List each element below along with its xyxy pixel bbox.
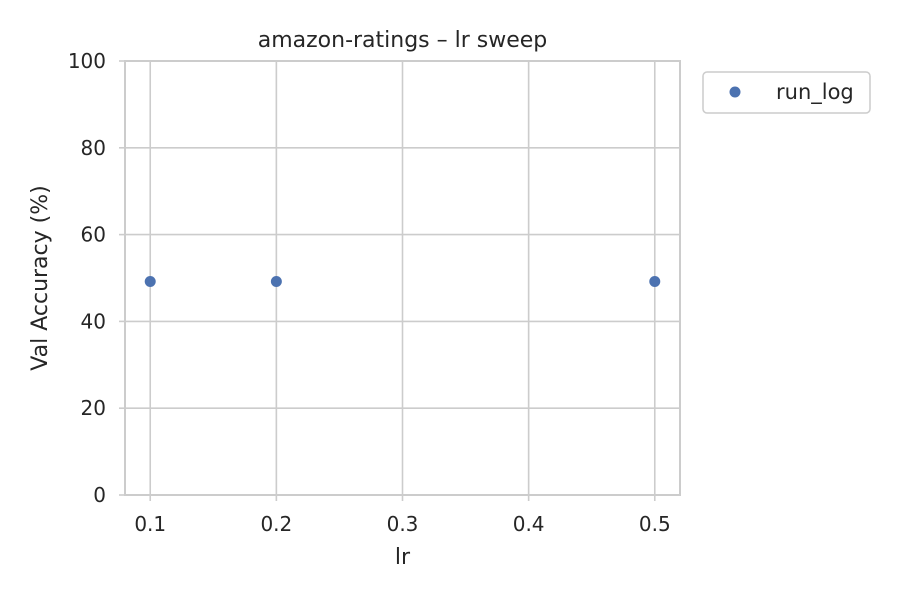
- legend-label-run-log: run_log: [776, 80, 854, 105]
- y-tick-label: 60: [81, 223, 106, 247]
- axis-ticks: [119, 60, 656, 501]
- x-axis-label: lr: [395, 545, 411, 570]
- x-tick-labels: 0.1 0.2 0.3 0.4 0.5: [134, 512, 670, 536]
- x-tick-label: 0.4: [513, 512, 545, 536]
- y-tick-label: 20: [81, 396, 106, 420]
- y-tick-labels: 0 20 40 60 80 100: [68, 49, 106, 507]
- x-tick-label: 0.2: [260, 512, 292, 536]
- y-tick-label: 0: [93, 483, 106, 507]
- data-point: [270, 275, 282, 287]
- data-points: [144, 275, 661, 287]
- x-tick-label: 0.1: [134, 512, 166, 536]
- y-tick-label: 40: [81, 309, 106, 333]
- x-tick-label: 0.5: [639, 512, 671, 536]
- chart-title: amazon-ratings – lr sweep: [258, 28, 548, 53]
- x-tick-label: 0.3: [387, 512, 419, 536]
- legend-frame: [702, 71, 871, 114]
- data-point: [144, 275, 156, 287]
- y-axis-label: Val Accuracy (%): [28, 185, 53, 370]
- legend-marker-run-log: [729, 86, 741, 98]
- data-point: [649, 275, 661, 287]
- legend: run_log: [702, 71, 871, 114]
- y-tick-label: 80: [81, 136, 106, 160]
- y-tick-label: 100: [68, 49, 106, 73]
